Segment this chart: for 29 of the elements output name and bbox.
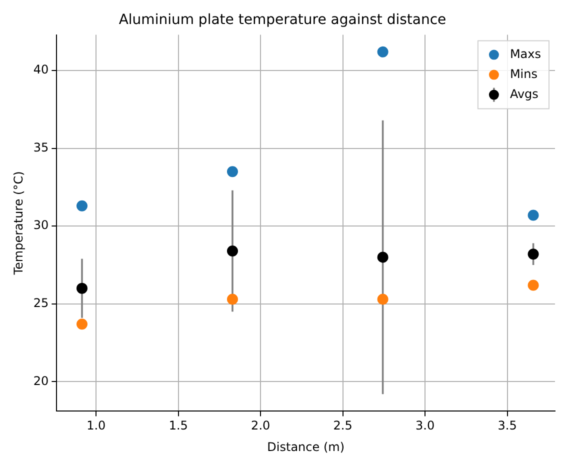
point (76, 200, 88, 212)
point (226, 245, 238, 256)
chart-title: Aluminium plate temperature against distance (118, 12, 446, 28)
legend-label: Avgs (510, 86, 538, 101)
point (76, 282, 88, 294)
y-axis-title: Temperature (°C) (11, 171, 26, 276)
point (528, 280, 539, 291)
x-tick-label: 2.0 (251, 418, 270, 433)
x-axis-title: Distance (m) (267, 440, 345, 454)
point (76, 318, 88, 330)
y-tick-label: 35 (33, 140, 49, 154)
legend-label: Mins (510, 66, 538, 81)
y-tick-label: 40 (33, 62, 49, 77)
legend-label: Maxs (510, 46, 541, 61)
point (528, 248, 539, 260)
point (377, 294, 388, 305)
y-tick-label: 25 (33, 296, 49, 310)
x-tick-label: 3.5 (498, 418, 517, 433)
point (226, 166, 238, 178)
x-tick-label: 1.0 (86, 418, 106, 433)
point (226, 294, 238, 305)
point (377, 252, 388, 263)
point (377, 46, 388, 58)
x-tick-label: 2.5 (333, 418, 352, 433)
x-tick-label: 1.5 (168, 418, 188, 433)
y-tick-label: 30 (33, 218, 49, 232)
y-tick-label: 20 (33, 374, 49, 388)
x-tick-label: 3.0 (416, 418, 435, 433)
point (528, 210, 539, 221)
